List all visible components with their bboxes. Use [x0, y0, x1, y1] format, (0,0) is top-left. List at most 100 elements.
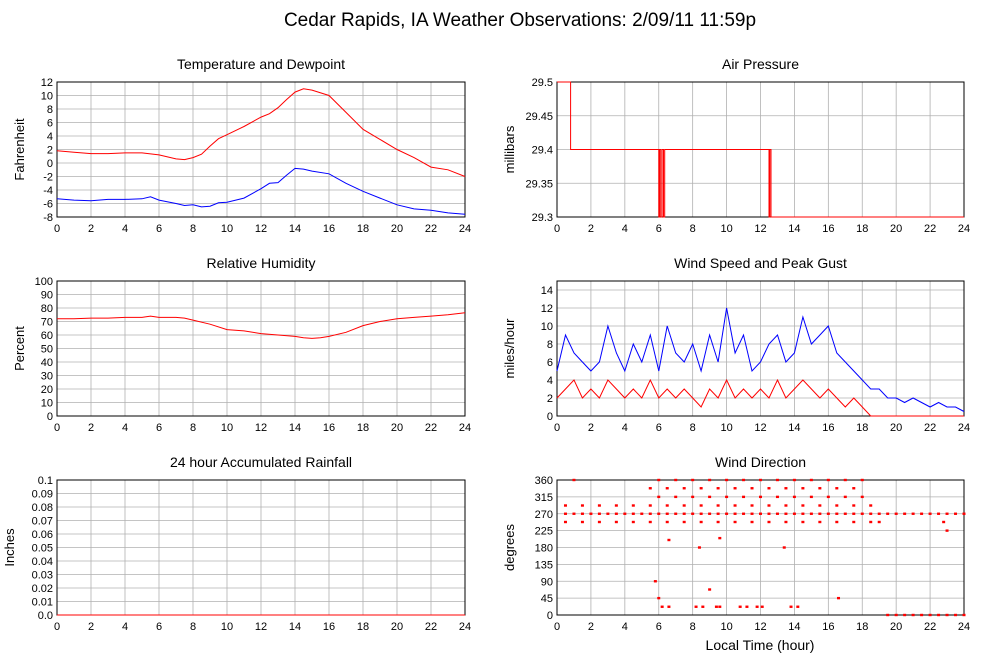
direction-point [782, 546, 786, 549]
direction-point [563, 512, 567, 515]
direction-point [733, 487, 737, 490]
direction-point [860, 478, 864, 482]
direction-point [784, 512, 788, 515]
direction-point [614, 520, 618, 524]
direction-xtick-label: 4 [622, 621, 628, 633]
humidity-xtick-label: 18 [357, 422, 369, 434]
direction-point [775, 495, 779, 499]
direction-point [801, 487, 805, 490]
direction-point [843, 512, 847, 515]
humidity-xtick-label: 16 [323, 422, 335, 434]
direction-point [580, 520, 584, 524]
humidity-xtick-label: 20 [391, 422, 403, 434]
pressure-ytick-label: 29.4 [532, 145, 553, 157]
direction-point [767, 512, 771, 515]
direction-point [784, 520, 788, 524]
temperature-xtick-label: 6 [156, 223, 162, 235]
wind-ytick-label: 10 [541, 321, 553, 333]
humidity-xtick-label: 0 [54, 422, 60, 434]
humidity-xtick-label: 2 [88, 422, 94, 434]
direction-point [714, 605, 718, 608]
direction-point [699, 512, 703, 515]
direction-ytick-label: 315 [535, 492, 553, 504]
direction-ytick-label: 225 [535, 526, 553, 538]
direction-point [597, 520, 601, 524]
rainfall-title: 24 hour Accumulated Rainfall [170, 454, 352, 470]
pressure-frame [556, 81, 965, 218]
direction-point [733, 512, 737, 515]
temperature-xtick-label: 18 [357, 223, 369, 235]
temperature-series-line-0 [56, 88, 466, 177]
rainfall-xtick-label: 20 [391, 621, 403, 633]
temperature-ytick-label: -8 [43, 212, 53, 224]
rainfall-xtick-label: 2 [88, 621, 94, 633]
rainfall-ytick-label: 0.04 [32, 556, 53, 568]
wind-ytick-label: 6 [547, 357, 553, 369]
direction-point [674, 495, 678, 499]
pressure-title: Air Pressure [722, 56, 799, 72]
direction-ylabel: degrees [502, 524, 517, 571]
rainfall-ytick-label: 0.02 [32, 583, 53, 595]
direction-point [708, 495, 712, 499]
rainfall-ytick-label: 0.06 [32, 529, 53, 541]
temperature-ytick-label: 12 [41, 77, 53, 89]
direction-point [835, 512, 839, 515]
direction-point [572, 512, 576, 515]
humidity-xtick-label: 8 [190, 422, 196, 434]
direction-point [725, 478, 729, 482]
direction-point [818, 487, 822, 490]
direction-point [733, 504, 737, 507]
wind-ytick-label: 8 [547, 339, 553, 351]
direction-point [911, 613, 915, 617]
wind-ytick-label: 4 [547, 375, 553, 387]
rainfall-xtick-label: 0 [54, 621, 60, 633]
direction-xtick-label: 12 [754, 621, 766, 633]
direction-point [826, 478, 830, 482]
direction-point [708, 588, 712, 591]
humidity-ytick-label: 70 [41, 317, 53, 329]
direction-point [648, 504, 652, 507]
direction-point [699, 504, 703, 507]
direction-xtick-label: 6 [656, 621, 662, 633]
direction-point [903, 613, 907, 617]
wind-xtick-label: 16 [822, 422, 834, 434]
pressure-ytick-label: 29.3 [532, 212, 553, 224]
direction-xtick-label: 22 [924, 621, 936, 633]
humidity-ytick-label: 10 [41, 398, 53, 410]
rainfall-xtick-label: 22 [425, 621, 437, 633]
wind-series-line-0 [556, 307, 965, 412]
direction-point [767, 487, 771, 490]
temperature-frame [56, 81, 466, 218]
direction-point [742, 495, 746, 499]
wind-xtick-label: 4 [622, 422, 628, 434]
pressure-xtick-label: 0 [554, 223, 560, 235]
direction-point [716, 487, 720, 490]
humidity-xtick-label: 24 [459, 422, 471, 434]
humidity-xtick-label: 6 [156, 422, 162, 434]
direction-point [718, 605, 722, 608]
direction-point [920, 512, 924, 515]
rainfall-xtick-label: 10 [221, 621, 233, 633]
direction-point [869, 520, 873, 524]
direction-point [682, 512, 686, 515]
temperature-xtick-label: 0 [54, 223, 60, 235]
humidity-xtick-label: 4 [122, 422, 128, 434]
direction-point [835, 520, 839, 524]
humidity-ytick-label: 60 [41, 330, 53, 342]
pressure-series-line-0 [557, 81, 964, 218]
direction-point [694, 605, 698, 608]
direction-ytick-label: 45 [541, 593, 553, 605]
temperature-xtick-label: 14 [289, 223, 301, 235]
direction-point [792, 495, 796, 499]
direction-point [835, 504, 839, 507]
direction-point [837, 596, 841, 600]
direction-point [775, 512, 779, 515]
direction-point [760, 605, 764, 608]
direction-point [945, 529, 949, 532]
direction-point [937, 512, 941, 515]
direction-xtick-label: 8 [690, 621, 696, 633]
direction-xtick-label: 14 [788, 621, 800, 633]
